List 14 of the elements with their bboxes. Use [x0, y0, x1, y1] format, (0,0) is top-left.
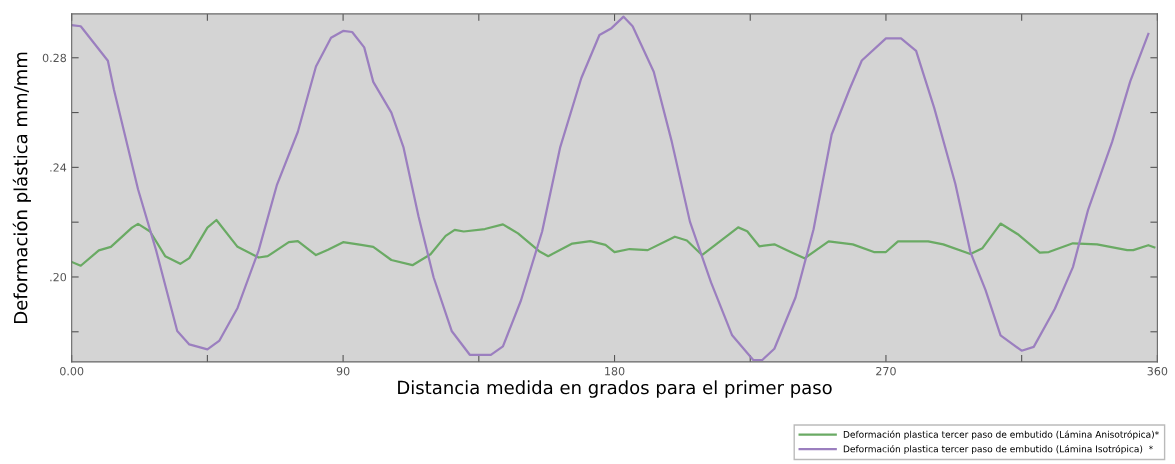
line-series — [71, 218, 1156, 267]
x-axis-title: Distancia medida en grados para el primer paso — [398, 380, 832, 398]
y-axis-title: Deformación plástica mm/mm — [12, 52, 31, 323]
line-series — [71, 15, 1150, 362]
x-tick-label: 0.00 — [60, 366, 84, 376]
x-tick-label: 180 — [605, 366, 625, 376]
legend-label: Deformación plastica tercer paso de embutido (Lámina Anisotrópica)* — [843, 430, 1159, 440]
x-tick-label: 270 — [876, 366, 896, 376]
y-tick-label: 0.28 — [42, 53, 67, 63]
x-tick-label: 90 — [336, 366, 350, 376]
y-tick-label: .20 — [50, 272, 67, 282]
legend-label: Deformación plastica tercer paso de embutido (Lámina Isotrópica) * — [843, 444, 1153, 455]
x-tick-label: 360 — [1147, 366, 1168, 376]
y-tick-label: .24 — [50, 163, 67, 172]
